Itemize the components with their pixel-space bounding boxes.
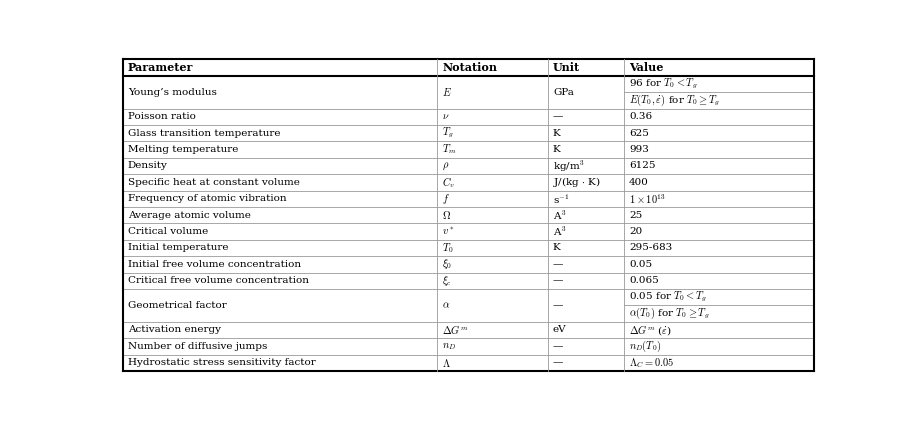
Text: $T_0$: $T_0$: [442, 241, 453, 255]
Text: 96 for $T_0 < T_g$: 96 for $T_0 < T_g$: [629, 77, 697, 91]
Text: K: K: [553, 129, 560, 138]
Text: Poisson ratio: Poisson ratio: [128, 112, 196, 121]
Text: Unit: Unit: [553, 62, 580, 73]
Text: Geometrical factor: Geometrical factor: [128, 301, 227, 310]
Text: kg/m$^3$: kg/m$^3$: [553, 158, 585, 174]
Text: 20: 20: [629, 227, 643, 236]
Bar: [122, 207, 814, 223]
Text: Specific heat at constant volume: Specific heat at constant volume: [128, 178, 300, 187]
Text: —: —: [553, 276, 563, 285]
Text: 0.05 for $T_0 < T_g$: 0.05 for $T_0 < T_g$: [629, 290, 707, 304]
Text: J/(kg $\cdot$ K): J/(kg $\cdot$ K): [553, 176, 600, 189]
Text: —: —: [553, 342, 563, 351]
Text: Parameter: Parameter: [128, 62, 193, 73]
Text: 25: 25: [629, 210, 643, 220]
Text: 0.065: 0.065: [629, 276, 659, 285]
Text: $E(T_0, \dot{\varepsilon})$ for $T_0 \geq T_g$: $E(T_0, \dot{\varepsilon})$ for $T_0 \ge…: [629, 93, 720, 108]
Text: 0.36: 0.36: [629, 112, 652, 121]
Text: Initial temperature: Initial temperature: [128, 243, 228, 253]
Text: A$^3$: A$^3$: [553, 208, 566, 222]
Text: $\xi_0$: $\xi_0$: [442, 257, 452, 271]
Bar: [122, 190, 814, 207]
Text: Melting temperature: Melting temperature: [128, 145, 238, 154]
Text: $n_D$: $n_D$: [442, 341, 456, 352]
Text: —: —: [553, 112, 563, 121]
Text: $\Delta G^m$: $\Delta G^m$: [442, 323, 469, 337]
Text: —: —: [553, 358, 563, 367]
Text: A$^3$: A$^3$: [553, 225, 566, 238]
Text: eV: eV: [553, 325, 567, 334]
Text: $\rho$: $\rho$: [442, 160, 450, 172]
Text: $v^*$: $v^*$: [442, 226, 454, 237]
Text: Value: Value: [629, 62, 664, 73]
Text: $\xi_c$: $\xi_c$: [442, 274, 452, 288]
Bar: [122, 338, 814, 354]
Text: $\Lambda_C = 0.05$: $\Lambda_C = 0.05$: [629, 356, 675, 370]
Bar: [122, 354, 814, 371]
Text: 6125: 6125: [629, 161, 655, 170]
Text: $\nu$: $\nu$: [442, 112, 450, 121]
Bar: [122, 322, 814, 338]
Text: $1 \times 10^{13}$: $1 \times 10^{13}$: [629, 192, 665, 205]
Text: $T_m$: $T_m$: [442, 143, 457, 156]
Bar: [122, 59, 814, 76]
Bar: [122, 174, 814, 190]
Text: Density: Density: [128, 161, 167, 170]
Text: —: —: [553, 301, 563, 310]
Text: Number of diffusive jumps: Number of diffusive jumps: [128, 342, 267, 351]
Text: 993: 993: [629, 145, 649, 154]
Text: 400: 400: [629, 178, 649, 187]
Bar: [122, 289, 814, 322]
Text: $\Omega$: $\Omega$: [442, 209, 452, 221]
Bar: [122, 158, 814, 174]
Text: Average atomic volume: Average atomic volume: [128, 210, 250, 220]
Bar: [122, 141, 814, 158]
Text: GPa: GPa: [553, 88, 574, 97]
Text: $\Delta G^m$ ($\dot{\varepsilon}$): $\Delta G^m$ ($\dot{\varepsilon}$): [629, 323, 672, 337]
Text: $\alpha$: $\alpha$: [442, 301, 451, 310]
Text: 295-683: 295-683: [629, 243, 672, 253]
Text: K: K: [553, 243, 560, 253]
Bar: [122, 125, 814, 141]
Text: $n_D(T_0)$: $n_D(T_0)$: [629, 339, 662, 354]
Text: $T_g$: $T_g$: [442, 126, 454, 140]
Text: Initial free volume concentration: Initial free volume concentration: [128, 260, 301, 269]
Text: $f$: $f$: [442, 192, 450, 206]
Bar: [122, 223, 814, 240]
Text: Glass transition temperature: Glass transition temperature: [128, 129, 281, 138]
Text: K: K: [553, 145, 560, 154]
Text: $\alpha(T_0)$ for $T_0 \geq T_g$: $\alpha(T_0)$ for $T_0 \geq T_g$: [629, 306, 709, 321]
Text: Frequency of atomic vibration: Frequency of atomic vibration: [128, 194, 286, 203]
Bar: [122, 273, 814, 289]
Text: —: —: [553, 260, 563, 269]
Text: $C_v$: $C_v$: [442, 175, 455, 190]
Text: Activation energy: Activation energy: [128, 325, 220, 334]
Text: Notation: Notation: [442, 62, 497, 73]
Bar: [122, 109, 814, 125]
Text: Critical free volume concentration: Critical free volume concentration: [128, 276, 309, 285]
Text: 0.05: 0.05: [629, 260, 652, 269]
Text: 625: 625: [629, 129, 649, 138]
Bar: [122, 76, 814, 109]
Text: Young’s modulus: Young’s modulus: [128, 88, 217, 97]
Bar: [122, 256, 814, 273]
Text: $E$: $E$: [442, 86, 452, 98]
Text: Hydrostatic stress sensitivity factor: Hydrostatic stress sensitivity factor: [128, 358, 315, 367]
Text: Critical volume: Critical volume: [128, 227, 208, 236]
Bar: [122, 240, 814, 256]
Text: s$^{-1}$: s$^{-1}$: [553, 192, 569, 205]
Text: $\Lambda$: $\Lambda$: [442, 357, 452, 369]
